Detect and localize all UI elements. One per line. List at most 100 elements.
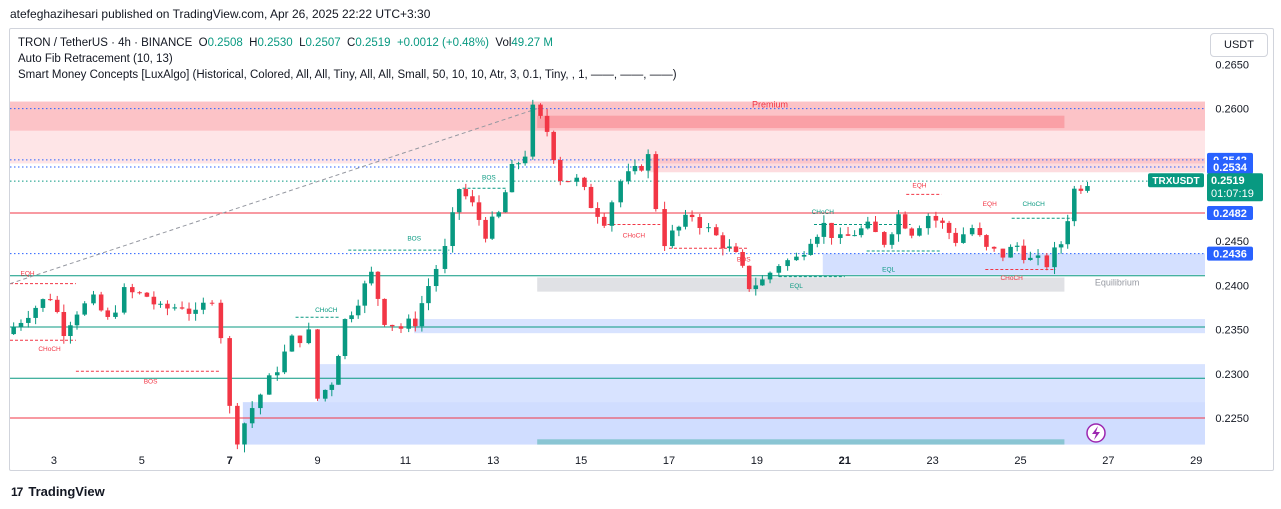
price-tick-label: 0.2400 xyxy=(1215,280,1249,292)
candle-body xyxy=(1008,246,1013,258)
symbol-tag-bg xyxy=(1148,173,1204,188)
legend-symbol-row[interactable]: TRON / TetherUS · 4h · BINANCE O0.2508 H… xyxy=(18,35,677,51)
candle-body xyxy=(1044,255,1050,268)
candle-body xyxy=(242,423,247,445)
lightning-icon[interactable] xyxy=(1086,423,1106,443)
candle-body xyxy=(235,405,240,445)
candle-body xyxy=(61,311,67,337)
candle-body xyxy=(538,104,543,116)
candle-body xyxy=(186,308,192,314)
time-tick-label: 15 xyxy=(575,455,587,467)
candle-body xyxy=(516,163,521,165)
close-value: 0.2519 xyxy=(355,37,391,49)
time-tick-label: 13 xyxy=(487,455,499,467)
chart-frame[interactable] xyxy=(9,28,1274,471)
tradingview-logo-icon: 17 xyxy=(11,484,23,499)
time-tick-label: 7 xyxy=(227,455,233,467)
candle-body xyxy=(201,302,206,310)
candle-body xyxy=(991,246,997,249)
candle-body xyxy=(33,307,38,318)
candle-body xyxy=(838,234,843,238)
candle-body xyxy=(706,227,711,229)
candle-body xyxy=(776,266,782,273)
time-tick-label: 19 xyxy=(751,455,763,467)
candle-body xyxy=(858,228,864,236)
price-tick-label: 0.2350 xyxy=(1215,325,1249,337)
low-label: L xyxy=(299,37,306,49)
time-axis: 3 5 7 9 11 13 15 17 19 21 23 25 27 29 xyxy=(51,455,1202,467)
candle-body xyxy=(322,389,328,399)
time-tick-label: 25 xyxy=(1014,455,1026,467)
brand-name: TradingView xyxy=(28,484,105,499)
candle-body xyxy=(54,299,60,312)
price-tick-label: 0.2450 xyxy=(1215,236,1249,248)
candle-body xyxy=(74,314,80,326)
candle-body xyxy=(727,246,732,249)
indicator-fib[interactable]: Auto Fib Retracement (10, 13) xyxy=(18,53,173,65)
candle-body xyxy=(369,271,374,284)
candle-body xyxy=(470,196,475,203)
candle-body xyxy=(821,222,827,237)
indicator-smc[interactable]: Smart Money Concepts [LuxAlgo] (Historic… xyxy=(18,69,677,81)
candle-body xyxy=(137,292,142,294)
candle-body xyxy=(917,228,922,236)
candle-body xyxy=(382,298,387,325)
annotation-label: EQH xyxy=(983,201,997,208)
candle-body xyxy=(530,104,536,157)
annotation-label: CHoCH xyxy=(1022,201,1045,208)
tradingview-brand[interactable]: 17 TradingView xyxy=(11,484,105,499)
candle-body xyxy=(544,115,550,132)
candle-body xyxy=(683,214,688,227)
levels-layer xyxy=(10,108,1205,419)
candle-body xyxy=(794,256,799,261)
zone-rect xyxy=(317,364,1206,403)
candle-body xyxy=(130,287,135,293)
candle-body xyxy=(953,232,958,243)
candles-layer xyxy=(11,99,1090,453)
candle-body xyxy=(676,226,682,231)
candle-body xyxy=(165,303,170,309)
candle-body xyxy=(48,299,53,301)
annotation-label: Premium xyxy=(752,100,788,110)
candle-body xyxy=(940,220,945,223)
candle-body xyxy=(933,215,939,221)
open-label: O xyxy=(198,37,208,49)
high-value: 0.2530 xyxy=(257,37,293,49)
candle-body xyxy=(746,265,752,290)
annotation-label: CHoCH xyxy=(315,307,338,314)
candle-body xyxy=(1078,188,1084,191)
price-label-bg xyxy=(1207,159,1253,174)
candle-body xyxy=(639,165,644,171)
currency-button[interactable]: USDT xyxy=(1210,33,1268,57)
candle-body xyxy=(450,212,455,247)
candle-body xyxy=(601,216,607,226)
high-label: H xyxy=(249,37,258,49)
candle-body xyxy=(909,228,915,236)
candle-body xyxy=(896,214,901,235)
candle-body xyxy=(342,319,348,357)
symbol-name[interactable]: TRON / TetherUS · 4h · BINANCE xyxy=(18,37,193,49)
candle-body xyxy=(785,260,790,267)
zone-rect xyxy=(647,158,1205,173)
candle-body xyxy=(151,296,157,305)
candle-body xyxy=(925,215,931,229)
price-label-text: 0.2482 xyxy=(1213,208,1247,220)
candle-body xyxy=(489,216,495,239)
time-tick-label: 3 xyxy=(51,455,57,467)
annotation-label: EQH xyxy=(21,271,35,278)
candle-body xyxy=(11,326,16,335)
annotation-label: BOS xyxy=(482,174,496,181)
candle-body xyxy=(733,246,739,253)
candle-body xyxy=(509,164,515,193)
price-tick-label: 0.2250 xyxy=(1215,413,1249,425)
last-price-text: 0.2519 xyxy=(1211,175,1245,187)
annotation-label: Equilibrium xyxy=(1095,277,1140,287)
candle-body xyxy=(801,254,807,257)
time-tick-label: 23 xyxy=(926,455,938,467)
time-tick-label: 5 xyxy=(139,455,145,467)
candle-body xyxy=(121,287,127,313)
candle-body xyxy=(977,228,983,236)
chart-legend: TRON / TetherUS · 4h · BINANCE O0.2508 H… xyxy=(18,35,677,83)
time-tick-label: 17 xyxy=(663,455,675,467)
